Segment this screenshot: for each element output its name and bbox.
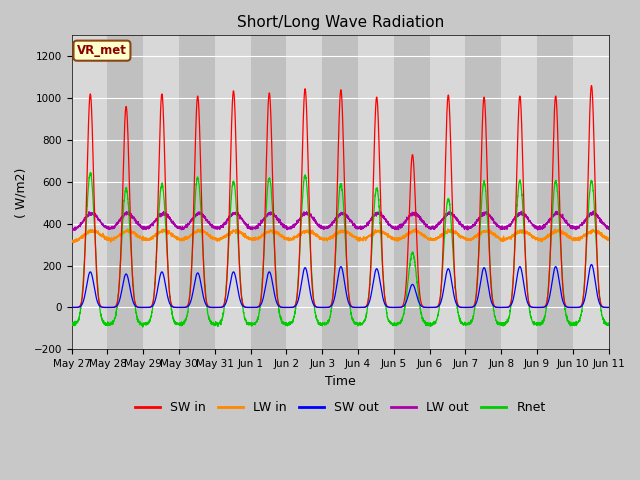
Bar (251, 36, 287, 349)
Y-axis label: ( W/m2): ( W/m2) (15, 167, 28, 217)
Bar (537, 36, 573, 349)
X-axis label: Time: Time (324, 374, 355, 387)
Bar (609, 36, 640, 349)
Legend: SW in, LW in, SW out, LW out, Rnet: SW in, LW in, SW out, LW out, Rnet (130, 396, 550, 420)
Bar (394, 36, 429, 349)
Bar (179, 36, 215, 349)
Bar (108, 36, 143, 349)
Bar (465, 36, 501, 349)
Text: VR_met: VR_met (77, 44, 127, 57)
Title: Short/Long Wave Radiation: Short/Long Wave Radiation (237, 15, 444, 30)
Bar (322, 36, 358, 349)
